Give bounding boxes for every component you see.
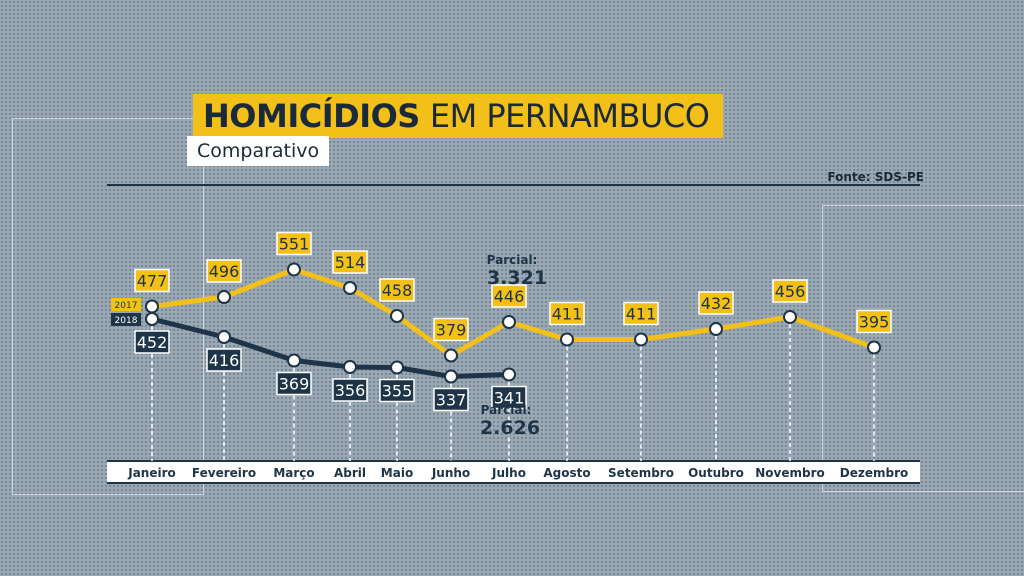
series-2017-value-label-box bbox=[772, 279, 808, 303]
series-2017-point bbox=[343, 281, 357, 295]
x-tick-label: Novembro bbox=[755, 466, 825, 480]
series-2017-point bbox=[502, 315, 516, 329]
series-2018-value-label-box bbox=[433, 387, 469, 412]
series-2017-value-label-box bbox=[433, 317, 469, 342]
series-2017-value-label: 446 bbox=[494, 287, 525, 306]
series-2018-value-label-box bbox=[276, 371, 312, 396]
series-2017-point bbox=[783, 310, 797, 324]
partial-2017-value: 3.321 bbox=[487, 267, 547, 289]
series-2018-point bbox=[343, 360, 357, 374]
x-tick-label: Agosto bbox=[543, 466, 590, 480]
series-2017-value-label-box bbox=[276, 231, 312, 256]
series-2018-value-label-box bbox=[491, 385, 527, 410]
series-2017-value-label-box bbox=[332, 250, 368, 274]
chart-title: HOMICÍDIOS EM PERNAMBUCO bbox=[193, 94, 724, 138]
series-2017-point bbox=[287, 262, 301, 277]
legend-2017-label: 2017 bbox=[115, 301, 138, 311]
series-2017-value-label: 411 bbox=[552, 305, 583, 324]
series-2017-point bbox=[867, 340, 881, 355]
series-2018-value-label-box bbox=[332, 378, 368, 402]
x-tick-label: Abril bbox=[334, 466, 366, 480]
partial-2018-label: Parcial: bbox=[481, 403, 532, 417]
series-2017-point bbox=[709, 322, 723, 336]
partial-2018-value: 2.626 bbox=[480, 417, 540, 439]
legend-2018-box bbox=[111, 313, 141, 326]
series-2018-point bbox=[444, 369, 458, 384]
x-tick-label: Julho bbox=[491, 466, 526, 480]
chart-subtitle: Comparativo bbox=[187, 136, 330, 166]
series-2017-value-label-box bbox=[134, 268, 170, 293]
series-2017-point bbox=[634, 332, 648, 347]
series-2017-value-label-box bbox=[379, 278, 415, 302]
x-tick-label: Setembro bbox=[608, 466, 674, 480]
chart-title-rest: EM PERNAMBUCO bbox=[429, 97, 710, 135]
series-2017-value-label: 411 bbox=[626, 305, 657, 324]
x-tick-label: Outubro bbox=[688, 466, 744, 480]
series-2018-value-label-box bbox=[206, 348, 242, 372]
series-2017-value-label: 514 bbox=[335, 253, 366, 272]
x-axis-band bbox=[107, 461, 920, 483]
x-tick-label: Janeiro bbox=[127, 466, 176, 480]
series-2017-value-label: 496 bbox=[209, 262, 240, 281]
series-2018-value-label: 341 bbox=[494, 389, 525, 408]
series-2018-value-label-box bbox=[134, 330, 170, 354]
series-2017-value-label-box bbox=[491, 284, 527, 308]
series-2018-value-label: 452 bbox=[137, 333, 168, 352]
series-2017-point bbox=[145, 299, 159, 314]
legend-2017-box bbox=[111, 298, 141, 311]
x-tick-label: Junho bbox=[431, 466, 470, 480]
header-rule bbox=[107, 184, 920, 186]
series-2017-value-label: 456 bbox=[775, 282, 806, 301]
decorative-frame-left bbox=[12, 118, 204, 495]
series-2018-point bbox=[287, 353, 301, 368]
series-2017-value-label: 395 bbox=[859, 313, 890, 332]
series-2018-point bbox=[217, 330, 231, 344]
x-tick-label: Maio bbox=[381, 466, 413, 480]
series-2017-point bbox=[390, 309, 404, 323]
series-2017-point bbox=[444, 348, 458, 363]
series-2017-value-label: 432 bbox=[701, 294, 732, 313]
legend-2018-label: 2018 bbox=[115, 316, 138, 326]
x-tick-label: Fevereiro bbox=[192, 466, 256, 480]
series-2017-value-label: 379 bbox=[436, 321, 467, 340]
series-2017-value-label: 477 bbox=[137, 272, 168, 291]
x-tick-label: Dezembro bbox=[840, 466, 908, 480]
partial-2017-label: Parcial: bbox=[487, 253, 538, 267]
series-2017-value-label-box bbox=[698, 291, 734, 315]
series-2017-point bbox=[217, 290, 231, 304]
series-2017-value-label: 458 bbox=[382, 281, 413, 300]
series-2018-point bbox=[145, 312, 159, 326]
series-2018-point bbox=[502, 367, 516, 382]
series-2018-value-label-box bbox=[379, 378, 415, 403]
series-2017-value-label: 551 bbox=[279, 235, 310, 254]
series-2018-value-label: 356 bbox=[335, 381, 366, 400]
series-2018-value-label: 416 bbox=[209, 351, 240, 370]
series-2017-value-label-box bbox=[549, 301, 585, 326]
series-2018-point bbox=[390, 360, 404, 375]
series-2018-value-label: 355 bbox=[382, 382, 413, 401]
chart-title-bold: HOMICÍDIOS bbox=[203, 97, 420, 135]
series-2017-value-label-box bbox=[206, 259, 242, 283]
x-tick-label: Março bbox=[273, 466, 314, 480]
decorative-frame-right bbox=[822, 205, 1024, 492]
series-2017-value-label-box bbox=[623, 301, 659, 326]
series-2018-value-label: 369 bbox=[279, 375, 310, 394]
source-label: Fonte: SDS-PE bbox=[827, 170, 924, 184]
series-2018-value-label: 337 bbox=[436, 391, 467, 410]
series-2017-line bbox=[151, 267, 875, 358]
series-2017-value-label-box bbox=[856, 309, 892, 334]
series-2017-point bbox=[560, 332, 574, 347]
